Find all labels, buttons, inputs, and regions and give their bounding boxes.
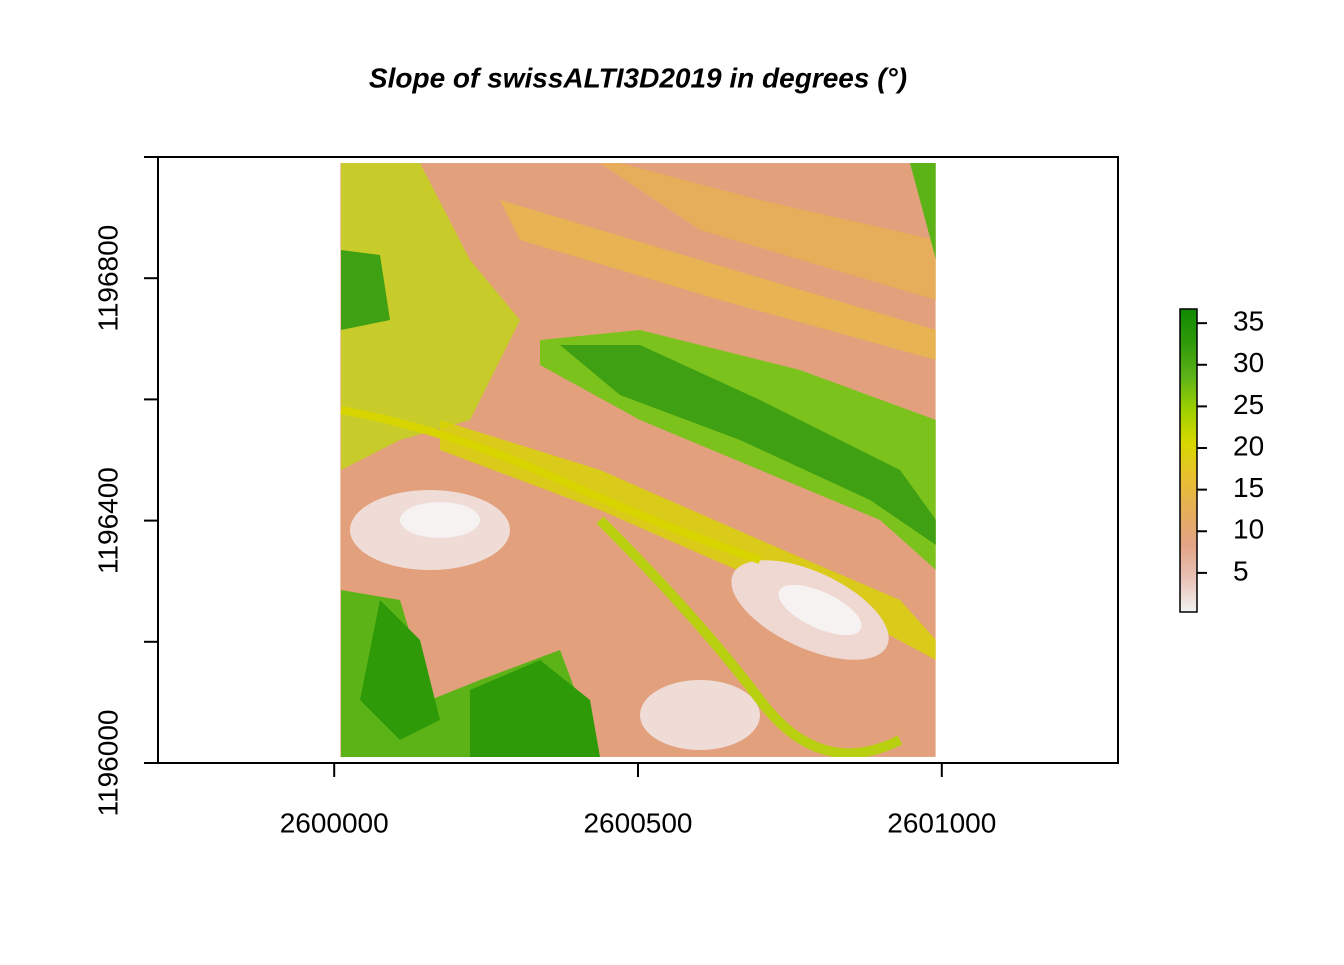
colorbar-tick-label: 15 [1233, 472, 1264, 503]
colorbar-tick-label: 10 [1233, 514, 1264, 545]
colorbar: 5 10 15 20 25 30 35 [1179, 306, 1264, 613]
y-tick-label: 1196400 [92, 467, 123, 574]
colorbar-scale [1179, 308, 1198, 613]
x-tick-label: 2601000 [887, 807, 996, 838]
raster-image [340, 163, 936, 757]
colorbar-tick-label: 35 [1233, 306, 1264, 337]
colorbar-tick-label: 5 [1233, 555, 1249, 586]
colorbar-tick-label: 25 [1233, 389, 1264, 420]
y-tick-label: 1196000 [92, 710, 123, 817]
colorbar-tick-label: 30 [1233, 347, 1264, 378]
y-tick-label: 1196800 [92, 225, 123, 332]
chart-title: Slope of swissALTI3D2019 in degrees (°) [369, 62, 907, 93]
colorbar-tick-label: 20 [1233, 430, 1264, 461]
x-tick-label: 2600000 [280, 807, 389, 838]
x-tick-label: 2600500 [583, 807, 692, 838]
